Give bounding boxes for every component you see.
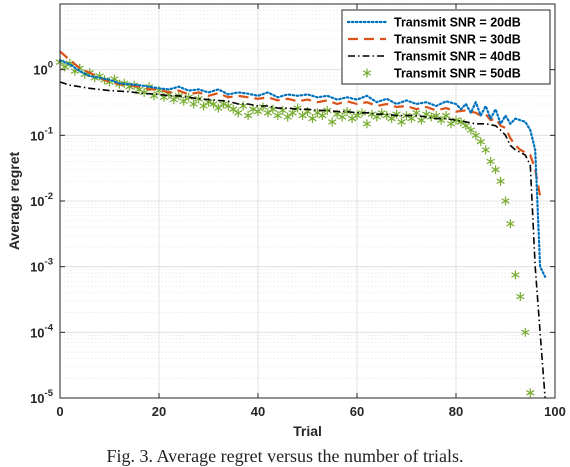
legend-entry: Transmit SNR = 50dB [362, 67, 521, 81]
x-axis-label: Trial [293, 423, 322, 439]
y-tick-base: 10 [30, 260, 44, 275]
y-tick-base: 10 [30, 391, 44, 406]
legend-label: Transmit SNR = 30dB [394, 33, 521, 47]
data-point [357, 108, 367, 118]
y-tick-exponent: -4 [45, 322, 54, 333]
x-tick-label: 0 [56, 404, 63, 419]
data-point [446, 119, 456, 129]
data-point [308, 114, 317, 124]
data-point [506, 219, 515, 229]
data-point [397, 117, 406, 127]
series-2 [59, 50, 542, 197]
series-line [59, 81, 546, 399]
data-point [283, 112, 292, 122]
data-point [253, 107, 263, 117]
series-1 [58, 59, 547, 278]
legend-label: Transmit SNR = 20dB [394, 16, 521, 30]
x-tick-label: 60 [350, 404, 364, 419]
data-point [238, 101, 248, 111]
data-point [476, 137, 485, 147]
data-point [516, 292, 525, 302]
data-point [243, 111, 253, 121]
data-point [234, 108, 243, 118]
data-point [199, 101, 208, 111]
series-layer [55, 50, 547, 399]
data-point [209, 99, 218, 109]
data-point [318, 111, 327, 121]
legend: Transmit SNR = 20dB Transmit SNR = 30dB Tr… [341, 9, 551, 85]
data-point [526, 388, 535, 398]
data-point [298, 111, 307, 121]
data-point [337, 112, 347, 122]
series-3 [59, 81, 546, 399]
data-point [491, 165, 500, 175]
y-axis-label: Average regret [6, 152, 22, 251]
y-tick-label: 10-3 [30, 257, 53, 275]
y-tick-base: 10 [30, 128, 44, 143]
data-point [179, 96, 188, 106]
series-4 [55, 57, 535, 398]
data-point [328, 117, 337, 127]
data-point [169, 95, 179, 105]
series-line [59, 50, 542, 197]
data-point [184, 92, 193, 102]
legend-entry: Transmit SNR = 20dB [346, 16, 521, 30]
y-tick-base: 10 [33, 63, 47, 78]
y-tick-label: 10-5 [30, 388, 54, 406]
y-tick-label: 100 [33, 60, 53, 78]
x-tick-label: 20 [152, 404, 166, 419]
y-tick-exponent: -5 [45, 388, 54, 399]
plot-frame [59, 3, 556, 399]
y-tick-exponent: -2 [45, 191, 53, 202]
data-point [496, 176, 505, 186]
data-point [451, 115, 461, 125]
data-point [273, 111, 282, 121]
data-point [342, 107, 352, 117]
data-point [456, 117, 466, 127]
data-point [427, 112, 436, 122]
data-point [471, 130, 480, 140]
y-tick-label: 10-2 [30, 191, 53, 209]
y-tick-exponent: -1 [45, 125, 54, 136]
figure-caption: Fig. 3. Average regret versus the number… [106, 446, 464, 466]
legend-entry: Transmit SNR = 30dB [348, 33, 521, 47]
data-point [194, 94, 203, 104]
legend-marker [362, 68, 372, 78]
data-point [417, 115, 426, 125]
y-tick-exponent: -3 [45, 257, 53, 268]
data-point [466, 125, 476, 135]
data-point [323, 105, 332, 115]
data-point [461, 121, 471, 131]
data-point [481, 145, 490, 155]
series-line [58, 59, 547, 278]
x-tick-label: 40 [251, 404, 265, 419]
x-tick-label: 80 [449, 404, 463, 419]
data-point [263, 108, 273, 118]
data-point [189, 99, 198, 109]
legend-label: Transmit SNR = 50dB [394, 67, 521, 81]
data-point [501, 196, 510, 206]
data-point [214, 103, 223, 113]
data-point [521, 327, 530, 337]
data-point [511, 270, 520, 280]
data-point [362, 119, 372, 129]
data-point [288, 108, 297, 118]
y-tick-label: 10-4 [30, 322, 54, 340]
data-point [486, 156, 495, 166]
data-point [229, 104, 238, 114]
data-point [441, 111, 451, 121]
y-tick-exponent: 0 [48, 60, 53, 71]
y-tick-label: 10-1 [30, 125, 54, 143]
x-tick-label: 100 [544, 404, 566, 419]
legend-entry: Transmit SNR = 40dB [348, 50, 521, 64]
y-tick-base: 10 [30, 194, 44, 209]
y-tick-base: 10 [30, 325, 44, 340]
legend-label: Transmit SNR = 40dB [394, 50, 521, 64]
